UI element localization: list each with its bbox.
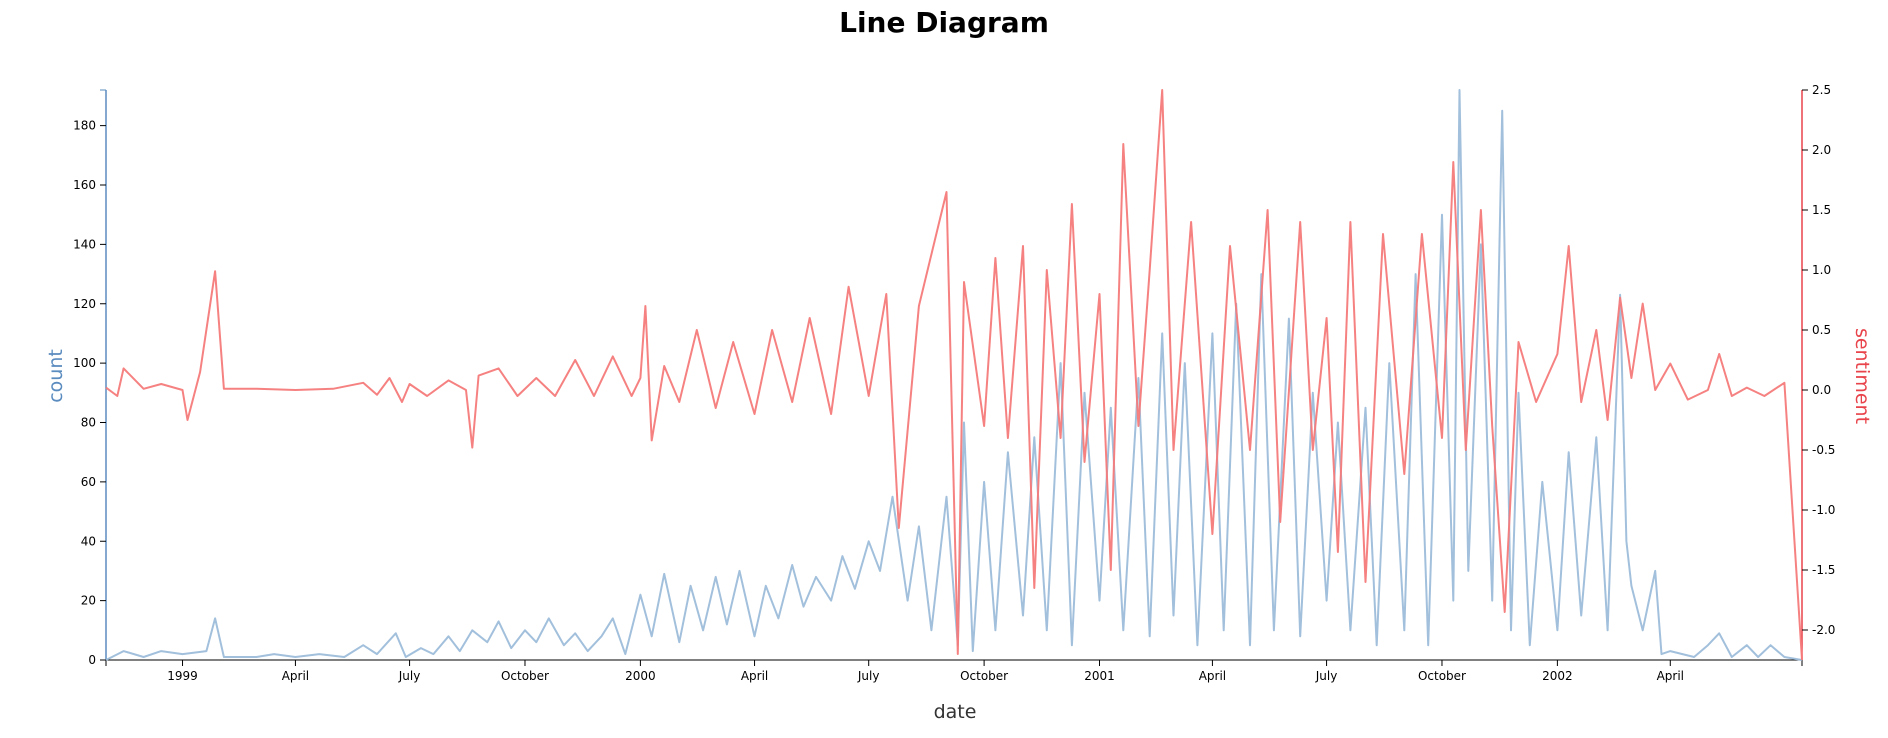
y-right-tick-label: -1.0 [1812,503,1835,517]
series-layer [105,89,1803,661]
y-right-tick-label: 2.5 [1812,83,1831,97]
count-line [105,89,1803,661]
x-axis-title: date [934,701,977,723]
y-left-tick-label: 40 [81,534,96,548]
x-tick-label: April [741,669,768,683]
y-right-tick-label: 1.0 [1812,263,1831,277]
x-tick-label: 1999 [167,669,198,683]
y-axis-right-title: sentiment [1851,328,1873,424]
y-axis-left: 0 20 40 60 80 100 120 140 160 180 [73,89,107,667]
x-axis: 1999 April July October 2000 April July October… [105,659,1803,683]
y-right-tick-label: -2.0 [1812,623,1835,637]
y-axis-left-title: count [45,349,67,403]
x-tick-label: July [857,669,880,683]
x-tick-label: July [398,669,421,683]
y-left-tick-label: 80 [81,416,96,430]
x-tick-label: July [1315,669,1338,683]
y-right-tick-label: 2.0 [1812,143,1831,157]
y-left-tick-label: 100 [73,356,96,370]
y-left-tick-label: 140 [73,237,96,251]
y-left-tick-label: 20 [81,594,96,608]
y-right-tick-label: -1.5 [1812,563,1835,577]
y-right-tick-label: 0.5 [1812,323,1831,337]
y-right-tick-label: 0.0 [1812,383,1831,397]
x-tick-label: October [1418,669,1466,683]
x-tick-label: 2000 [625,669,656,683]
y-left-tick-label: 0 [88,653,96,667]
x-tick-label: October [501,669,549,683]
y-left-tick-label: 60 [81,475,96,489]
x-tick-label: April [1657,669,1684,683]
y-left-tick-label: 160 [73,178,96,192]
chart-title: Line Diagram [839,6,1049,39]
y-left-tick-label: 120 [73,297,96,311]
y-right-tick-label: -0.5 [1812,443,1835,457]
sentiment-line [105,89,1803,661]
x-tick-label: April [1199,669,1226,683]
x-tick-label: April [282,669,309,683]
y-axis-right: -2.0 -1.5 -1.0 -0.5 0.0 0.5 1.0 1.5 2.0 2.5 [1801,83,1835,660]
x-tick-label: 2002 [1542,669,1573,683]
x-tick-label: October [960,669,1008,683]
x-tick-label: 2001 [1084,669,1115,683]
y-left-tick-label: 180 [73,119,96,133]
y-right-tick-label: 1.5 [1812,203,1831,217]
